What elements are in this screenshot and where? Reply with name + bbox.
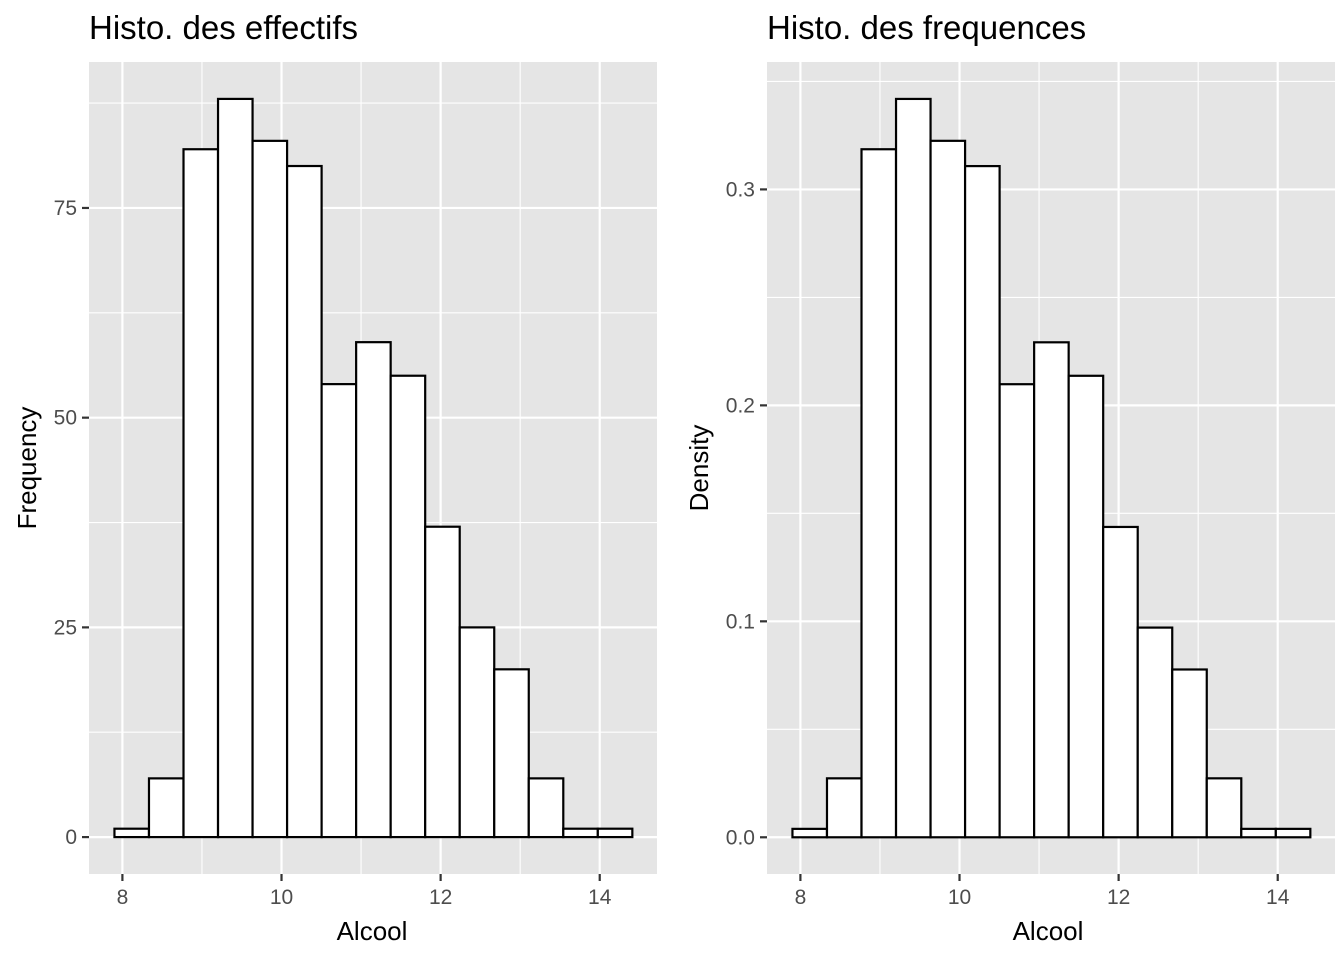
histogram-frequences: Histo. des frequences 0.0 0.1 0.2 0.3 8 10 12… <box>684 9 1335 946</box>
x-axis-title: Alcool <box>337 916 408 946</box>
x-axis-title: Alcool <box>1013 916 1084 946</box>
histogram-bar <box>493 668 530 839</box>
y-tick-label: 0.0 <box>726 826 755 849</box>
histogram-bar <box>1102 525 1139 839</box>
histogram-bar <box>1033 341 1070 839</box>
bars <box>791 97 1312 839</box>
histogram-bar <box>860 148 898 839</box>
x-tick-label: 8 <box>117 886 129 909</box>
histogram-bar <box>424 525 461 839</box>
histogram-bar <box>1067 374 1105 839</box>
histogram-bar <box>527 777 565 839</box>
histogram-bar <box>355 341 392 839</box>
y-tick-label: 75 <box>54 197 77 220</box>
histogram-bar <box>147 777 185 839</box>
histogram-bar <box>929 139 967 839</box>
y-tick-label: 0 <box>65 826 77 849</box>
histogram-bar <box>113 827 151 839</box>
x-axis-ticks: 8 10 12 14 <box>795 874 1290 909</box>
histogram-bar <box>182 148 220 839</box>
chart-title: Histo. des frequences <box>767 9 1086 46</box>
chart-title: Histo. des effectifs <box>89 9 358 46</box>
x-tick-label: 8 <box>795 886 807 909</box>
histogram-bar <box>1136 626 1174 839</box>
histogram-bar <box>1274 827 1312 839</box>
y-axis-ticks: 0.0 0.1 0.2 0.3 <box>726 178 767 849</box>
y-axis-title: Frequency <box>12 407 42 530</box>
x-axis-ticks: 8 10 12 14 <box>117 874 612 909</box>
histogram-bar <box>320 383 358 839</box>
y-axis-title: Density <box>684 425 714 512</box>
x-tick-label: 14 <box>588 886 612 909</box>
x-tick-label: 10 <box>948 886 971 909</box>
histogram-bar <box>1240 827 1277 839</box>
histogram-bar <box>998 383 1036 839</box>
histogram-effectifs: Histo. des effectifs 0 25 50 75 8 10 12 14 Alc… <box>12 9 657 946</box>
x-tick-label: 12 <box>1107 886 1130 909</box>
x-tick-label: 14 <box>1266 886 1290 909</box>
y-tick-label: 25 <box>54 616 77 639</box>
histogram-bar <box>285 164 323 839</box>
y-tick-label: 0.1 <box>726 610 755 633</box>
histogram-bar <box>562 827 599 839</box>
histogram-bar <box>1171 668 1208 839</box>
histogram-bar <box>458 626 496 839</box>
histogram-bar <box>894 97 932 839</box>
y-tick-label: 0.3 <box>726 178 755 201</box>
x-tick-label: 12 <box>429 886 452 909</box>
histogram-bar <box>251 139 289 839</box>
histogram-bar <box>963 164 1001 839</box>
histogram-bar <box>1205 777 1243 839</box>
y-tick-label: 0.2 <box>726 394 755 417</box>
y-axis-ticks: 0 25 50 75 <box>54 197 89 849</box>
histogram-bar <box>216 97 254 839</box>
histogram-bar <box>825 777 863 839</box>
histogram-bar <box>389 374 427 839</box>
histogram-bar <box>791 827 829 839</box>
y-tick-label: 50 <box>54 407 77 430</box>
bars <box>113 97 634 839</box>
x-tick-label: 10 <box>270 886 293 909</box>
histogram-bar <box>596 827 634 839</box>
